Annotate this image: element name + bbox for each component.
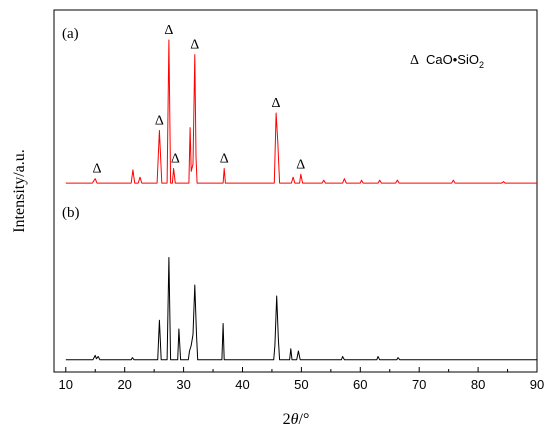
series-label-b: (b) xyxy=(62,205,80,221)
peak-marker: Δ xyxy=(164,23,173,38)
peak-marker: Δ xyxy=(220,151,229,166)
series-line-a xyxy=(65,39,537,184)
x-tick-label: 70 xyxy=(412,377,426,392)
x-axis-label: 2θ/° xyxy=(283,411,310,428)
legend: Δ CaO•SiO2 xyxy=(410,52,484,70)
x-axis-label-2: 2 xyxy=(283,411,291,428)
peak-marker: Δ xyxy=(272,96,281,111)
x-axis-label-theta: θ xyxy=(291,411,299,428)
peak-marker: Δ xyxy=(92,162,101,177)
x-tick-label: 80 xyxy=(471,377,485,392)
x-tick-label: 50 xyxy=(294,377,308,392)
series-label-a: (a) xyxy=(62,26,79,42)
x-tick-layer: 10 20 30 40 50 60 70 80 90 xyxy=(59,367,544,392)
peak-marker: Δ xyxy=(296,157,305,172)
legend-text: CaO•SiO2 xyxy=(426,52,484,70)
x-tick-label: 30 xyxy=(176,377,190,392)
peak-marker-layer: Δ Δ Δ Δ Δ Δ Δ Δ xyxy=(92,23,305,177)
y-axis-label: Intensity/a.u. xyxy=(11,149,28,233)
peak-marker: Δ xyxy=(155,114,164,129)
legend-text-subscript: 2 xyxy=(479,60,484,70)
legend-text-main: CaO•SiO xyxy=(426,52,479,67)
x-tick-label: 20 xyxy=(117,377,131,392)
legend-marker: Δ xyxy=(410,53,419,68)
peak-marker: Δ xyxy=(171,151,180,166)
x-tick-label: 60 xyxy=(353,377,367,392)
plot-frame xyxy=(53,9,538,373)
peak-marker: Δ xyxy=(190,38,199,53)
x-tick-label: 40 xyxy=(235,377,249,392)
x-axis-label-unit: /° xyxy=(299,411,310,428)
series-line-b xyxy=(65,257,537,361)
series-layer xyxy=(65,39,537,361)
x-tick-label: 90 xyxy=(530,377,544,392)
x-tick-label: 10 xyxy=(59,377,73,392)
